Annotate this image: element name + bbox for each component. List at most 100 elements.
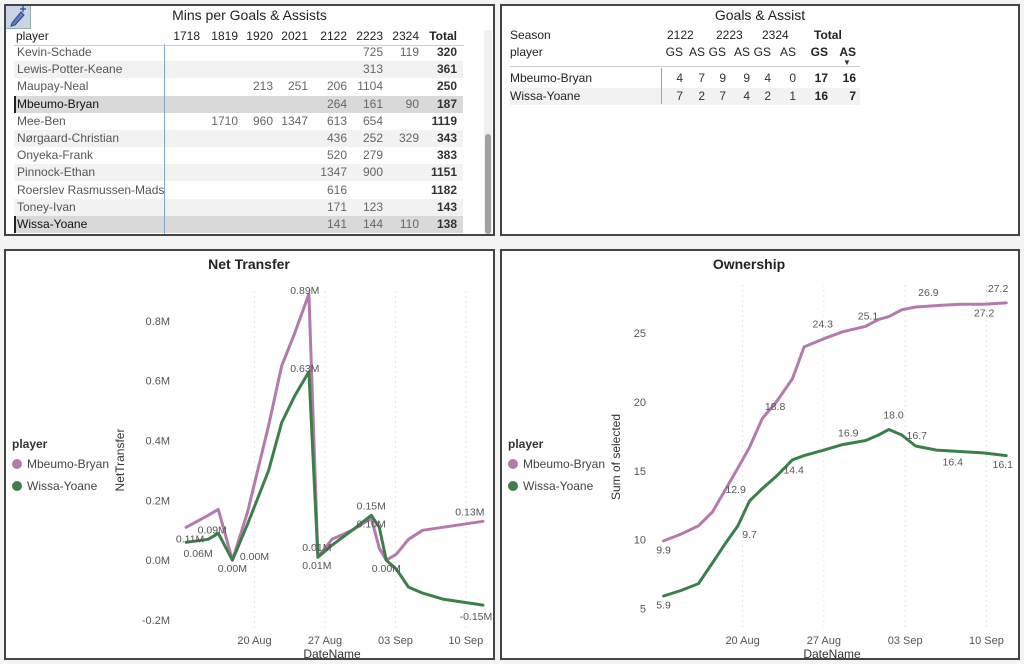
legend-item-wissa[interactable]: Wissa-Yoane (508, 479, 593, 493)
season-header[interactable]: 2122 (320, 29, 347, 43)
mins-value: 206 (326, 79, 347, 94)
sub-header[interactable]: GS (810, 45, 828, 59)
legend-item-wissa[interactable]: Wissa-Yoane (12, 479, 97, 493)
header-divider (510, 66, 860, 67)
data-label: 14.4 (783, 465, 804, 477)
table-row[interactable] (14, 216, 463, 233)
table-row[interactable] (14, 164, 463, 182)
data-label: 27.2 (974, 308, 995, 320)
ga-value: 17 (814, 71, 828, 85)
player-name: Roerslev Rasmussen-Mads (17, 182, 165, 197)
sub-header[interactable]: AS (779, 45, 796, 59)
table-row[interactable] (14, 130, 463, 147)
ga-value: 4 (676, 71, 683, 85)
mins-value: 110 (399, 217, 419, 231)
data-label: 0.00M (240, 551, 269, 563)
season-header[interactable]: 2223 (716, 28, 743, 42)
player-name: Wissa-Yoane (17, 217, 88, 231)
ga-value: 16 (842, 71, 856, 85)
series-line-mbeumo[interactable] (184, 292, 485, 562)
table-row[interactable] (14, 181, 463, 199)
legend-item-mbeumo[interactable]: Mbeumo-Bryan (12, 457, 109, 471)
scrollbar-track[interactable] (484, 30, 492, 234)
data-label: 18.0 (883, 409, 904, 421)
total-header[interactable]: Total (814, 28, 842, 42)
sub-header[interactable]: AS (688, 45, 705, 59)
season-header[interactable]: 2324 (762, 28, 789, 42)
legend-title: player (508, 437, 544, 451)
player-name: Onyeka-Frank (17, 148, 94, 163)
legend-title: player (12, 437, 48, 451)
player-name: Wissa-Yoane (510, 89, 581, 103)
y-tick-label: 0.0M (146, 555, 170, 567)
data-label: 5.9 (656, 599, 671, 611)
x-tick-label: 27 Aug (807, 635, 841, 647)
player-name: Mbeumo-Bryan (510, 71, 593, 85)
sub-header[interactable]: GS (708, 45, 726, 59)
total-value: 1119 (431, 113, 457, 128)
data-label: 16.7 (907, 430, 928, 442)
x-tick-label: 27 Aug (308, 635, 342, 647)
sub-header[interactable]: GS (665, 45, 683, 59)
mins-value: 616 (326, 182, 347, 197)
data-label: 0.01M (302, 560, 331, 572)
table-row[interactable] (14, 112, 463, 130)
legend-label: Mbeumo-Bryan (27, 457, 110, 471)
total-column-header[interactable]: Total (429, 29, 457, 43)
series-line-mbeumo[interactable] (662, 301, 1008, 543)
mins-per-goals-assists-panel: Mins per Goals & Assists player▲17181819… (4, 4, 495, 236)
mins-value: 90 (405, 96, 419, 111)
season-header[interactable]: 2122 (667, 28, 694, 42)
data-label: 9.7 (742, 529, 757, 541)
table-row[interactable] (14, 44, 463, 61)
mins-value: 251 (287, 79, 308, 94)
edit-icon[interactable] (6, 6, 31, 29)
sub-header[interactable]: GS (753, 45, 771, 59)
ga-value: 9 (743, 71, 750, 85)
season-header[interactable]: 2021 (281, 29, 308, 43)
legend-item-mbeumo[interactable]: Mbeumo-Bryan (508, 457, 605, 471)
player-column-header[interactable]: player (16, 29, 49, 43)
table-row[interactable] (14, 95, 463, 113)
sort-down-icon[interactable]: ▼ (843, 58, 851, 67)
data-label: 0.13M (455, 506, 484, 518)
player-name: Nørgaard-Christian (17, 131, 120, 145)
scrollbar-thumb[interactable] (485, 134, 491, 234)
data-label: 0.09M (198, 524, 227, 536)
season-header[interactable]: 1920 (246, 29, 273, 43)
series-line-wissa[interactable] (184, 370, 485, 607)
player-name: Mee-Ben (17, 113, 66, 128)
total-value: 361 (436, 62, 457, 77)
x-tick-label: 10 Sep (969, 635, 1004, 647)
season-header[interactable]: 1819 (211, 29, 238, 43)
table-row[interactable] (14, 78, 463, 96)
season-header[interactable]: 2324 (392, 29, 419, 43)
season-header[interactable]: 2223 (356, 29, 383, 43)
table-row[interactable] (14, 61, 463, 79)
mins-value: 725 (362, 45, 383, 59)
mins-value: 960 (252, 113, 273, 128)
net-transfer-chart: Net Transfer 20 Aug 27 Aug 03 Sep 10 Sep -0.2… (113, 256, 493, 658)
sub-header[interactable]: AS (839, 45, 856, 59)
ga-value: 9 (719, 71, 726, 85)
selected-row-indicator (14, 216, 16, 233)
mins-value: 144 (362, 217, 383, 231)
net-transfer-panel: Net Transfer 20 Aug 27 Aug 03 Sep 10 Sep -0.2… (4, 249, 495, 660)
table-row[interactable] (510, 70, 860, 87)
mins-value: 141 (326, 217, 347, 231)
y-tick-label: 20 (634, 397, 646, 409)
y-tick-label: 25 (634, 328, 646, 340)
season-header[interactable]: 1718 (173, 29, 200, 43)
y-tick-label: 10 (634, 535, 646, 547)
table-row[interactable] (14, 198, 463, 216)
data-label: 18.8 (765, 401, 786, 413)
player-label[interactable]: player (510, 45, 543, 59)
series-line-wissa[interactable] (662, 428, 1008, 598)
y-tick-label: 15 (634, 466, 646, 478)
data-label: -0.15M (460, 611, 493, 623)
data-label: 0.01M (302, 542, 331, 554)
sub-header[interactable]: AS (733, 45, 750, 59)
table-row[interactable] (14, 147, 463, 165)
mins-value: 1710 (211, 113, 238, 128)
table-row[interactable] (510, 88, 860, 105)
